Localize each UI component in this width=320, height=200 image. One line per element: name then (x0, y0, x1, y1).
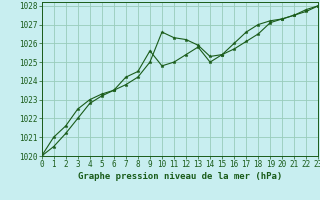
X-axis label: Graphe pression niveau de la mer (hPa): Graphe pression niveau de la mer (hPa) (78, 172, 282, 181)
